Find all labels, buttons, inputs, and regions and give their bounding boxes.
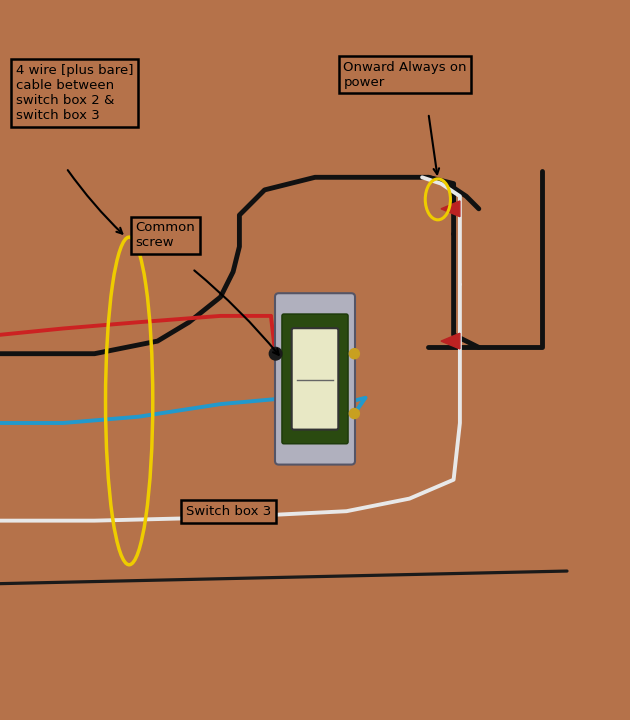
Text: 4 wire [plus bare]
cable between
switch box 2 &
switch box 3: 4 wire [plus bare] cable between switch …: [16, 64, 134, 122]
Circle shape: [270, 348, 282, 360]
Ellipse shape: [327, 307, 341, 315]
Circle shape: [349, 408, 359, 418]
FancyBboxPatch shape: [275, 293, 355, 464]
Ellipse shape: [304, 301, 326, 315]
Ellipse shape: [308, 446, 322, 454]
Text: Switch box 3: Switch box 3: [186, 505, 271, 518]
Ellipse shape: [289, 443, 303, 451]
Ellipse shape: [323, 440, 345, 454]
Ellipse shape: [285, 440, 307, 454]
Ellipse shape: [308, 304, 322, 312]
Polygon shape: [441, 333, 460, 349]
Ellipse shape: [327, 443, 341, 451]
FancyBboxPatch shape: [292, 328, 338, 430]
FancyBboxPatch shape: [282, 314, 348, 444]
Text: Common
screw: Common screw: [135, 222, 195, 249]
Circle shape: [349, 348, 359, 359]
Text: Onward Always on
power: Onward Always on power: [343, 60, 467, 89]
Polygon shape: [441, 201, 460, 217]
Ellipse shape: [323, 304, 345, 318]
Ellipse shape: [285, 304, 307, 318]
Ellipse shape: [289, 307, 303, 315]
Ellipse shape: [304, 444, 326, 457]
